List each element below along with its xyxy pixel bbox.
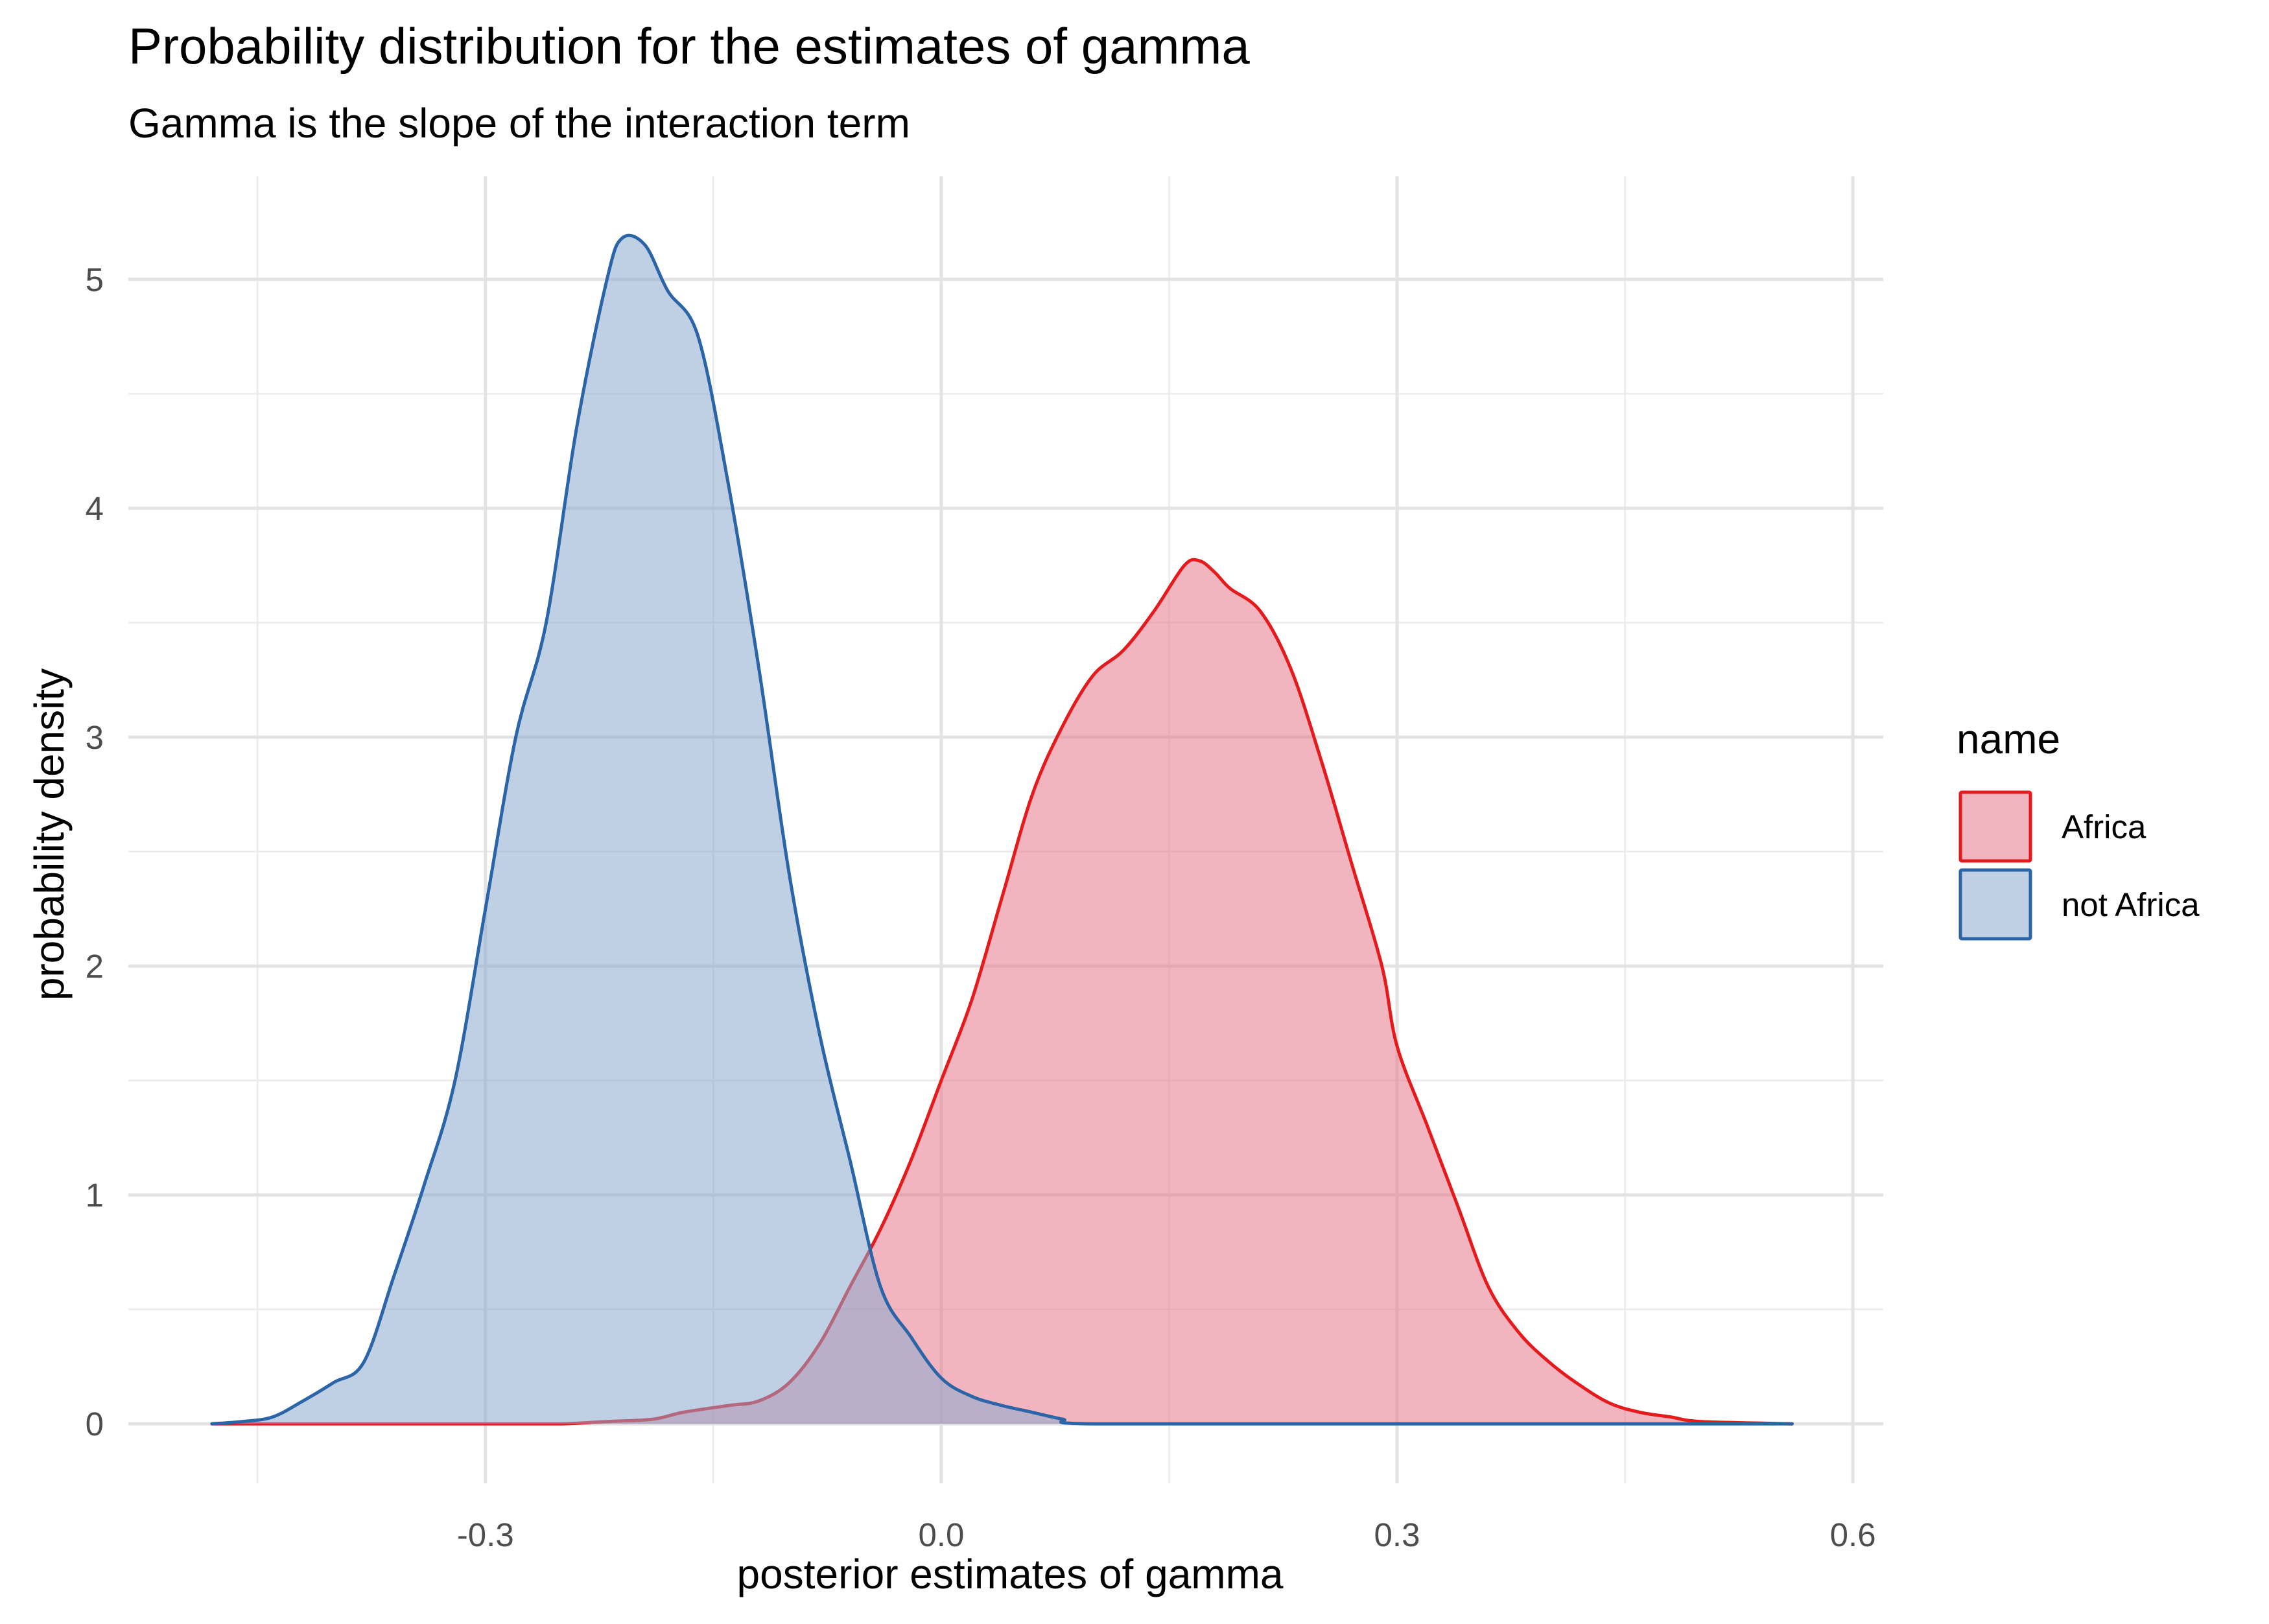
- tick-layer: -0.3 0.0 0.3 0.6 0 1 2 3 4 5: [86, 261, 1876, 1553]
- legend-key-not-africa: [1958, 868, 2032, 941]
- x-tick-label: 0.6: [1830, 1516, 1876, 1553]
- x-tick-label: 0.0: [918, 1516, 964, 1553]
- y-tick-label: 5: [86, 261, 104, 298]
- y-tick-label: 2: [86, 948, 104, 985]
- chart-title: Probability distribution for the estimat…: [128, 18, 1250, 75]
- legend-item-not-africa: not Africa: [1958, 868, 2200, 941]
- legend-item-africa: Africa: [1958, 790, 2146, 863]
- density-area-not-africa: [211, 235, 1793, 1424]
- legend-label-not-africa: not Africa: [2062, 886, 2200, 923]
- density-area-africa: [211, 559, 1793, 1424]
- y-tick-label: 0: [86, 1406, 104, 1442]
- legend: name Africa not Africa: [1957, 716, 2200, 941]
- y-axis-title: probability density: [26, 668, 73, 1000]
- x-tick-label: 0.3: [1374, 1516, 1420, 1553]
- y-tick-label: 3: [86, 719, 104, 756]
- legend-label-africa: Africa: [2062, 808, 2146, 845]
- chart-subtitle: Gamma is the slope of the interaction te…: [128, 100, 910, 147]
- density-line-not-africa: [210, 233, 1794, 1426]
- legend-key-africa: [1958, 790, 2032, 863]
- y-tick-label: 4: [86, 490, 104, 527]
- x-axis-title: posterior estimates of gamma: [737, 1551, 1284, 1597]
- y-tick-label: 1: [86, 1177, 104, 1214]
- legend-title: name: [1957, 716, 2060, 762]
- series-layer: [210, 233, 1794, 1426]
- x-tick-label: -0.3: [457, 1516, 514, 1553]
